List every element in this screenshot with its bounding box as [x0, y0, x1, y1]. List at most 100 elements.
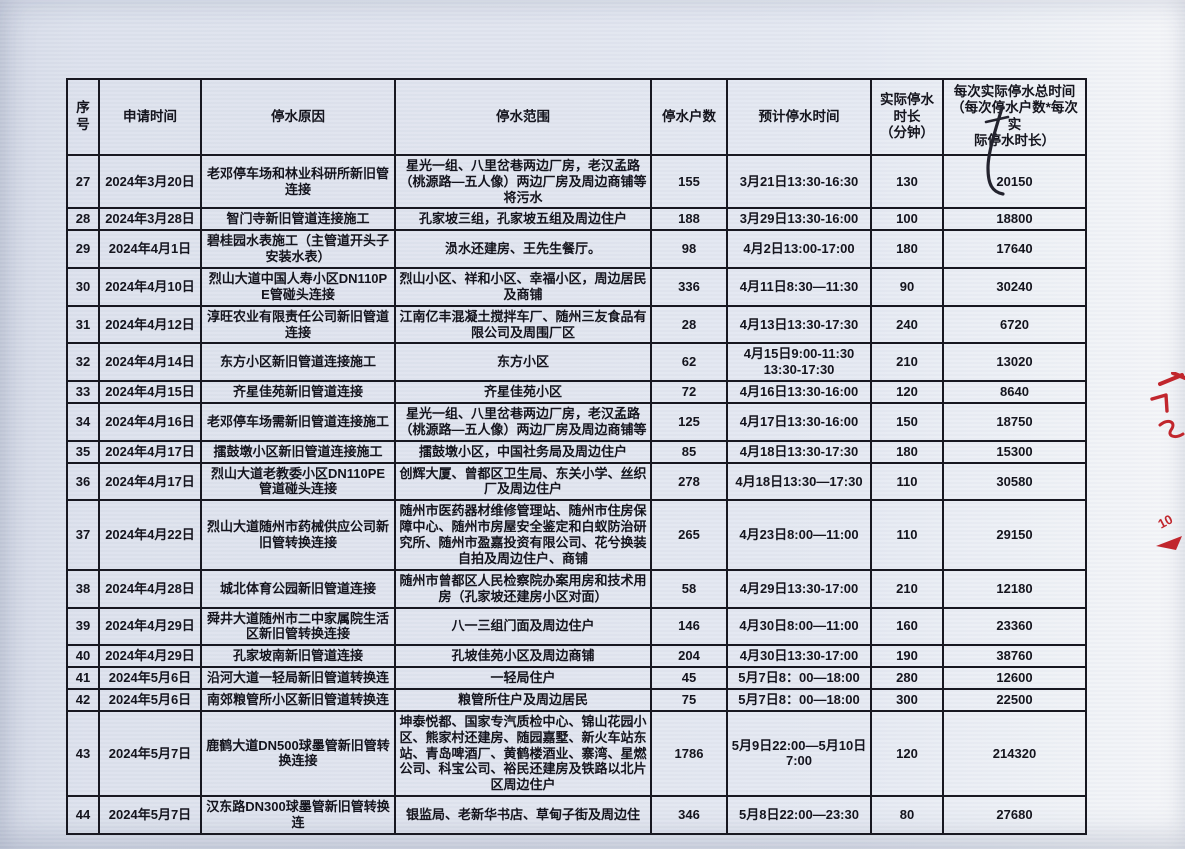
cell-planned: 4月16日13:30-16:00: [726, 380, 872, 405]
cell-total: 22500: [942, 687, 1087, 712]
cell-total: 214320: [942, 709, 1087, 798]
header-minutes: 实际停水 时长 （分钟）: [870, 78, 944, 156]
table-row: 28 2024年3月28日 智门寺新旧管道连接施工 孔家坡三组，孔家坡五组及周边住户 1…: [66, 207, 1087, 232]
cell-applied: 2024年5月7日: [98, 795, 202, 835]
cell-total: 17640: [942, 229, 1087, 270]
cell-reason: 齐星佳苑新旧管道连接: [200, 380, 396, 405]
table-row: 43 2024年5月7日 鹿鹤大道DN500球墨管新旧管转换连接 坤泰悦都、国家专汽质…: [66, 709, 1087, 798]
cell-reason: 汉东路DN300球墨管新旧管转换连: [200, 795, 396, 835]
cell-applied: 2024年5月6日: [98, 666, 202, 690]
cell-total: 8640: [942, 380, 1087, 405]
cell-planned: 4月2日13:00-17:00: [726, 229, 872, 270]
cell-scope: 东方小区: [394, 342, 652, 383]
cell-no: 33: [66, 380, 100, 405]
cell-no: 27: [66, 153, 100, 210]
cell-reason: 淳旺农业有限责任公司新旧管道连接: [200, 304, 396, 345]
cell-households: 155: [650, 153, 728, 210]
cell-planned: 4月17日13:30-16:00: [726, 402, 872, 442]
cell-applied: 2024年3月20日: [98, 153, 202, 210]
cell-no: 43: [66, 709, 100, 798]
cell-total: 13020: [942, 342, 1087, 383]
header-total: 每次实际停水总时间 （每次停水户数*每次实 际停水时长）: [942, 78, 1087, 156]
cell-households: 125: [650, 402, 728, 442]
cell-minutes: 100: [870, 207, 944, 232]
header-no: 序 号: [66, 78, 100, 156]
cell-reason: 沿河大道一轻局新旧管道转换连: [200, 666, 396, 690]
cell-minutes: 110: [870, 461, 944, 502]
table-row: 41 2024年5月6日 沿河大道一轻局新旧管道转换连 一轻局住户 45 5月7日8：00…: [66, 666, 1087, 690]
cell-no: 32: [66, 342, 100, 383]
cell-minutes: 210: [870, 342, 944, 383]
table-row: 30 2024年4月10日 烈山大道中国人寿小区DN110PE管碰头连接 烈山小区、祥…: [66, 267, 1087, 307]
cell-planned: 5月9日22:00—5月10日7:00: [726, 709, 872, 798]
cell-planned: 4月11日8:30—11:30: [726, 267, 872, 307]
cell-scope: 银监局、老新华书店、草甸子街及周边住: [394, 795, 652, 835]
cell-households: 278: [650, 461, 728, 502]
cell-total: 18750: [942, 402, 1087, 442]
cell-no: 28: [66, 207, 100, 232]
cell-reason: 鹿鹤大道DN500球墨管新旧管转换连接: [200, 709, 396, 798]
cell-applied: 2024年5月7日: [98, 709, 202, 798]
cell-scope: 创辉大厦、曾都区卫生局、东关小学、丝织厂及周边住户: [394, 461, 652, 502]
cell-planned: 3月21日13:30-16:30: [726, 153, 872, 210]
cell-minutes: 210: [870, 568, 944, 609]
cell-scope: 八一三组门面及周边住户: [394, 606, 652, 647]
cell-total: 30580: [942, 461, 1087, 502]
cell-minutes: 120: [870, 709, 944, 798]
cell-scope: 随州市曾都区人民检察院办案用房和技术用房（孔家坡还建房小区对面）: [394, 568, 652, 609]
cell-minutes: 130: [870, 153, 944, 210]
cell-planned: 4月18日13:30-17:30: [726, 439, 872, 464]
cell-minutes: 180: [870, 229, 944, 270]
cell-no: 42: [66, 687, 100, 712]
cell-planned: 3月29日13:30-16:00: [726, 207, 872, 232]
cell-no: 30: [66, 267, 100, 307]
cell-reason: 南郊粮管所小区新旧管道转换连: [200, 687, 396, 712]
cell-reason: 东方小区新旧管道连接施工: [200, 342, 396, 383]
cell-applied: 2024年4月14日: [98, 342, 202, 383]
cell-planned: 4月30日13:30-17:00: [726, 644, 872, 669]
table-row: 34 2024年4月16日 老邓停车场需新旧管道连接施工 星光一组、八里岔巷两边厂房，…: [66, 402, 1087, 442]
cell-minutes: 160: [870, 606, 944, 647]
cell-households: 204: [650, 644, 728, 669]
cell-total: 38760: [942, 644, 1087, 669]
cell-minutes: 180: [870, 439, 944, 464]
table-row: 44 2024年5月7日 汉东路DN300球墨管新旧管转换连 银监局、老新华书店、草甸…: [66, 795, 1087, 835]
cell-planned: 4月13日13:30-17:30: [726, 304, 872, 345]
water-outage-table: 序 号申请时间 停水原因 停水范围 停水户数 预计停水时间 实际停水 时长 （分钟） 每次实…: [66, 78, 1087, 835]
cell-planned: 5月7日8：00—18:00: [726, 666, 872, 690]
cell-minutes: 300: [870, 687, 944, 712]
header-households: 停水户数: [650, 78, 728, 156]
table-row: 36 2024年4月17日 烈山大道老教委小区DN110PE管道碰头连接 创辉大厦、曾…: [66, 461, 1087, 502]
cell-scope: 星光一组、八里岔巷两边厂房，老汉孟路（桃源路—五人像）两边厂房及周边商铺等: [394, 402, 652, 442]
cell-planned: 4月30日8:00—11:00: [726, 606, 872, 647]
cell-households: 58: [650, 568, 728, 609]
cell-applied: 2024年4月29日: [98, 606, 202, 647]
table-row: 38 2024年4月28日 城北体育公园新旧管道连接 随州市曾都区人民检察院办案用房和…: [66, 568, 1087, 609]
table-row: 39 2024年4月29日 舜井大道随州市二中家属院生活区新旧管转换连接 八一三组门面…: [66, 606, 1087, 647]
cell-minutes: 80: [870, 795, 944, 835]
cell-scope: 一轻局住户: [394, 666, 652, 690]
cell-total: 30240: [942, 267, 1087, 307]
cell-households: 45: [650, 666, 728, 690]
table-row: 32 2024年4月14日 东方小区新旧管道连接施工 东方小区 62 4月15日9:00-…: [66, 342, 1087, 383]
table-row: 37 2024年4月22日 烈山大道随州市药械供应公司新旧管转换连接 随州市医药器材维…: [66, 499, 1087, 571]
cell-applied: 2024年4月16日: [98, 402, 202, 442]
table-row: 42 2024年5月6日 南郊粮管所小区新旧管道转换连 粮管所住户及周边居民 75 5月7…: [66, 687, 1087, 712]
table-row: 40 2024年4月29日 孔家坡南新旧管道连接 孔坡佳苑小区及周边商铺 204 4月30…: [66, 644, 1087, 669]
cell-planned: 4月15日9:00-11:30 13:30-17:30: [726, 342, 872, 383]
header-scope: 停水范围: [394, 78, 652, 156]
cell-total: 12600: [942, 666, 1087, 690]
cell-households: 336: [650, 267, 728, 307]
header-row: 序 号申请时间 停水原因 停水范围 停水户数 预计停水时间 实际停水 时长 （分钟） 每次实…: [66, 78, 1087, 156]
cell-reason: 擂鼓墩小区新旧管道连接施工: [200, 439, 396, 464]
cell-households: 346: [650, 795, 728, 835]
cell-reason: 烈山大道中国人寿小区DN110PE管碰头连接: [200, 267, 396, 307]
table-row: 27 2024年3月20日 老邓停车场和林业科研所新旧管连接 星光一组、八里岔巷两边厂…: [66, 153, 1087, 210]
header-reason: 停水原因: [200, 78, 396, 156]
cell-reason: 烈山大道老教委小区DN110PE管道碰头连接: [200, 461, 396, 502]
cell-reason: 智门寺新旧管道连接施工: [200, 207, 396, 232]
cell-minutes: 90: [870, 267, 944, 307]
cell-no: 36: [66, 461, 100, 502]
cell-planned: 5月8日22:00—23:30: [726, 795, 872, 835]
red-wedge-annotation: [1156, 536, 1182, 550]
